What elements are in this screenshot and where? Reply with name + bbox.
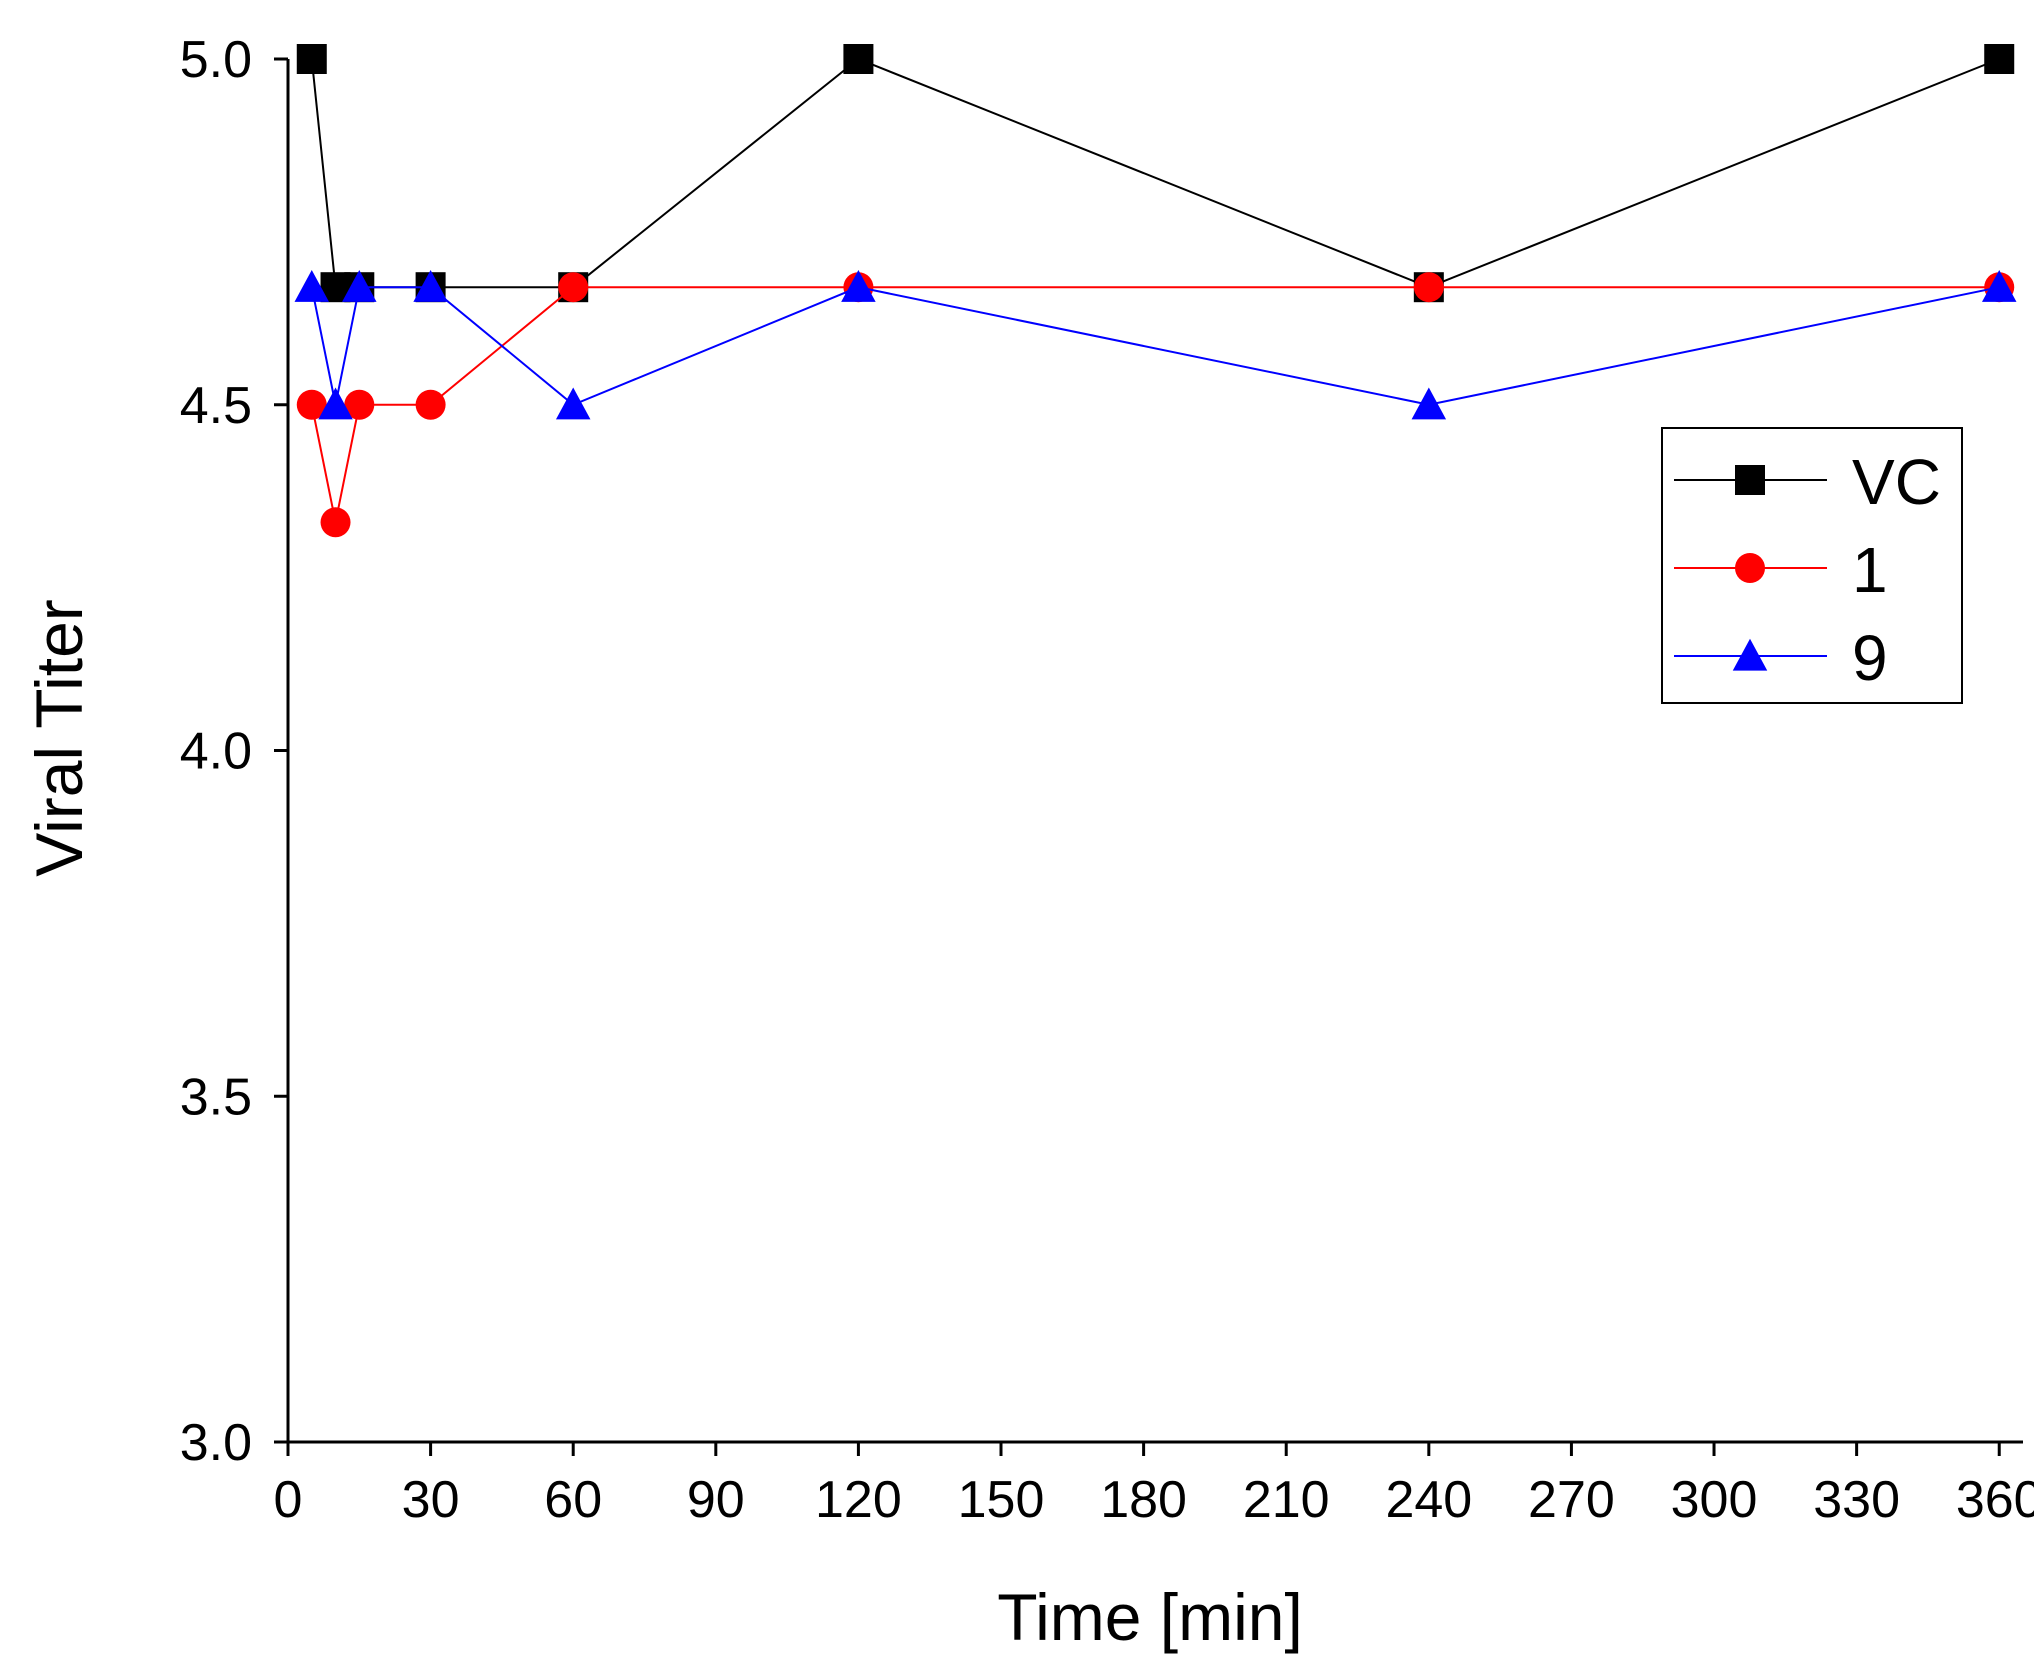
data-point: [841, 269, 876, 302]
legend-label: 9: [1852, 622, 1888, 694]
y-axis-ticks: 3.0 3.5 4.0 4.5 5.0: [180, 31, 288, 1472]
x-tick-label: 30: [402, 1471, 460, 1529]
legend-marker: [1735, 553, 1765, 583]
x-tick-label: 120: [815, 1471, 902, 1529]
data-point: [1984, 44, 2015, 74]
data-point: [318, 387, 353, 420]
data-point: [1413, 272, 1444, 303]
x-tick-label: 270: [1528, 1471, 1615, 1529]
legend: VC 1 9: [1661, 427, 1963, 704]
x-tick-label: 150: [958, 1471, 1045, 1529]
y-tick-label: 3.5: [180, 1068, 252, 1126]
x-tick-label: 360: [1956, 1471, 2034, 1529]
data-point: [320, 507, 351, 538]
data-point: [843, 44, 874, 74]
x-tick-label: 210: [1243, 1471, 1330, 1529]
series-line: [310, 286, 2000, 406]
legend-item: VC: [1674, 446, 1941, 518]
x-axis-title: Time [min]: [997, 1580, 1303, 1654]
data-point: [296, 389, 327, 420]
y-tick-label: 5.0: [180, 31, 252, 89]
data-point: [1981, 269, 2017, 302]
y-tick-label: 4.0: [180, 723, 252, 781]
legend-label: VC: [1852, 446, 1941, 518]
legend-marker: [1735, 465, 1765, 495]
series-layer: [294, 44, 2017, 538]
data-point: [294, 269, 330, 302]
x-tick-label: 300: [1671, 1471, 1758, 1529]
x-tick-label: 0: [274, 1471, 303, 1529]
data-point: [344, 389, 375, 420]
legend-item: 1: [1674, 534, 1888, 606]
x-axis-ticks: 0 30 60 90 120 150 180 210 240 270 300 330 360: [274, 1442, 2034, 1529]
data-point: [296, 44, 327, 74]
data-point: [342, 269, 377, 302]
legend-box: [1661, 427, 1963, 704]
legend-marker: [1732, 638, 1768, 671]
data-point: [558, 272, 589, 303]
data-point: [555, 387, 591, 420]
data-point: [1411, 387, 1447, 420]
x-tick-label: 330: [1813, 1471, 1900, 1529]
data-point: [415, 389, 446, 420]
x-tick-label: 180: [1100, 1471, 1187, 1529]
legend-item: 9: [1674, 622, 1888, 694]
y-tick-label: 4.5: [180, 377, 252, 435]
x-tick-label: 60: [544, 1471, 602, 1529]
series-9: [294, 269, 2017, 420]
x-tick-label: 90: [687, 1471, 745, 1529]
data-point: [413, 269, 448, 302]
x-tick-label: 240: [1385, 1471, 1472, 1529]
y-tick-label: 3.0: [180, 1414, 252, 1472]
legend-label: 1: [1852, 534, 1888, 606]
y-axis-title: Viral Titer: [22, 599, 96, 877]
